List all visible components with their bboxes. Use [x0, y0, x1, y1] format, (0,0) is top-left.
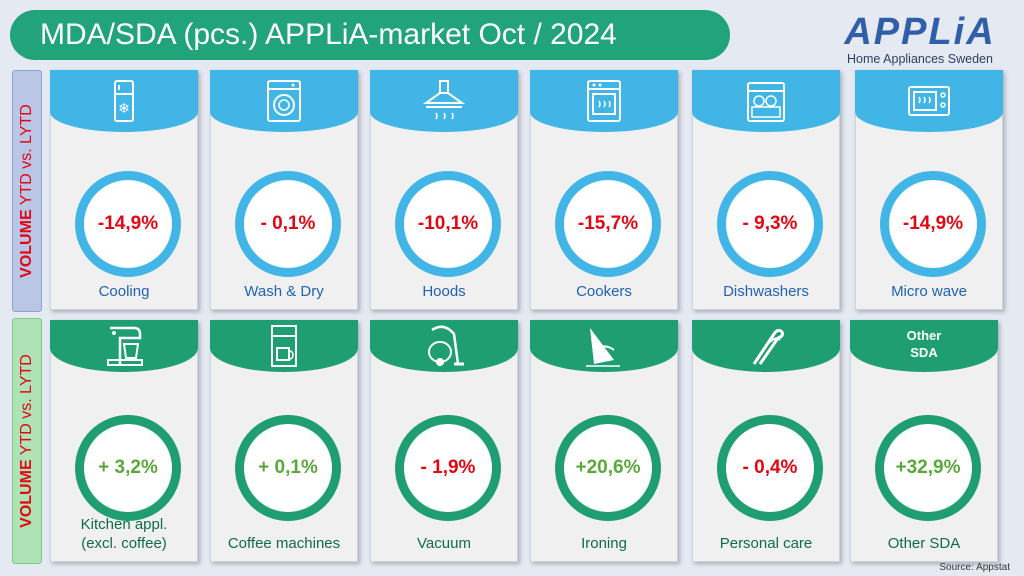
card-dishwashers: - 9,3% Dishwashers	[692, 70, 840, 310]
vacuum-cleaner-icon	[428, 325, 464, 366]
category-label: Dishwashers	[723, 283, 809, 300]
cooker-hood-icon	[422, 80, 466, 120]
card-cookers: -15,7% Cookers	[530, 70, 678, 310]
category-label: Cookers	[576, 283, 632, 300]
stand-mixer-icon	[107, 326, 143, 366]
change-value: -14,9%	[75, 171, 181, 277]
change-value: - 0,4%	[717, 415, 823, 521]
card-coffee-machines: + 0,1% Coffee machines	[210, 320, 358, 562]
side-label-sda-rest: YTD vs. LYTD	[18, 354, 35, 460]
category-label: Kitchen appl. (excl. coffee)	[80, 516, 168, 552]
logo-subtitle: Home Appliances Sweden	[847, 52, 993, 66]
iron-icon	[586, 328, 620, 367]
dishwasher-icon	[747, 82, 785, 122]
svg-text:❄: ❄	[118, 101, 130, 117]
category-label: Personal care	[719, 535, 813, 552]
change-value: - 0,1%	[235, 171, 341, 277]
fridge-icon: ❄	[114, 80, 134, 122]
change-value: -10,1%	[395, 171, 501, 277]
change-value: + 0,1%	[235, 415, 341, 521]
page-title: MDA/SDA (pcs.) APPLiA-market Oct / 2024	[10, 10, 730, 60]
category-label: Coffee machines	[227, 535, 341, 552]
category-label: Ironing	[581, 535, 627, 552]
card-kitchen-appl: + 3,2% Kitchen appl. (excl. coffee)	[50, 320, 198, 562]
microwave-icon	[908, 86, 950, 116]
change-value: +32,9%	[875, 415, 981, 521]
change-value: - 9,3%	[717, 171, 823, 277]
change-value: - 1,9%	[395, 415, 501, 521]
logo-wordmark: APPLiA	[844, 11, 996, 53]
card-vacuum: - 1,9% Vacuum	[370, 320, 518, 562]
side-label-mda: VOLUME YTD vs. LYTD	[12, 70, 42, 312]
category-label: Cooling	[98, 283, 150, 300]
category-label: Vacuum	[417, 535, 471, 552]
category-label: Micro wave	[891, 283, 967, 300]
source-note: Source: Appstat	[939, 562, 1010, 573]
change-value: -15,7%	[555, 171, 661, 277]
card-other-sda: Other SDA +32,9% Other SDA	[850, 320, 998, 562]
change-value: +20,6%	[555, 415, 661, 521]
side-label-sda: VOLUME YTD vs. LYTD	[12, 318, 42, 564]
category-label: Other SDA	[887, 535, 961, 552]
side-label-sda-bold: VOLUME	[18, 459, 35, 528]
hair-straightener-icon	[752, 328, 784, 365]
oven-icon	[587, 80, 621, 122]
card-cooling: ❄ -14,9% Cooling	[50, 70, 198, 310]
card-ironing: +20,6% Ironing	[530, 320, 678, 562]
change-value: + 3,2%	[75, 415, 181, 521]
card-wash-dry: - 0,1% Wash & Dry	[210, 70, 358, 310]
washing-machine-icon	[267, 80, 301, 122]
other-sda-head-text: Other SDA	[906, 328, 942, 360]
applia-logo: APPLiA Home Appliances Sweden	[835, 12, 1005, 66]
side-label-mda-rest: YTD vs. LYTD	[18, 104, 35, 210]
change-value: -14,9%	[880, 171, 986, 277]
coffee-machine-icon	[271, 325, 297, 367]
side-label-mda-bold: VOLUME	[18, 209, 35, 278]
card-micro-wave: -14,9% Micro wave	[855, 70, 1003, 310]
category-label: Wash & Dry	[244, 283, 324, 300]
card-hoods: -10,1% Hoods	[370, 70, 518, 310]
category-label: Hoods	[422, 283, 466, 300]
card-personal-care: - 0,4% Personal care	[692, 320, 840, 562]
